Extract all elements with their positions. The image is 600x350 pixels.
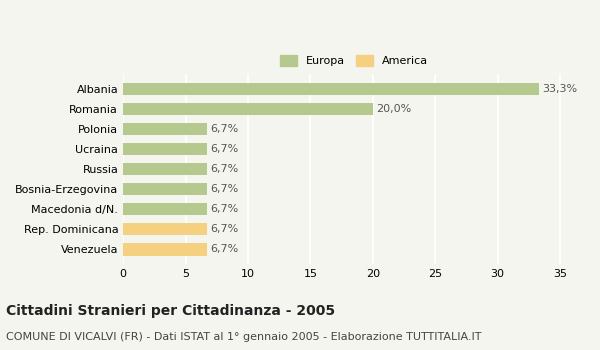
Text: COMUNE DI VICALVI (FR) - Dati ISTAT al 1° gennaio 2005 - Elaborazione TUTTITALIA: COMUNE DI VICALVI (FR) - Dati ISTAT al 1… [6, 332, 482, 343]
Bar [123, 143, 207, 155]
Text: 6,7%: 6,7% [211, 164, 239, 174]
Bar [123, 223, 207, 236]
Text: 6,7%: 6,7% [211, 245, 239, 254]
Text: 20,0%: 20,0% [377, 104, 412, 114]
Bar [123, 163, 207, 175]
Text: 6,7%: 6,7% [211, 144, 239, 154]
Text: 6,7%: 6,7% [211, 124, 239, 134]
Legend: Europa, America: Europa, America [277, 51, 431, 70]
Bar [123, 203, 207, 215]
Text: 6,7%: 6,7% [211, 204, 239, 214]
Bar [123, 244, 207, 256]
Bar [123, 123, 207, 135]
Bar [123, 83, 539, 95]
Bar [123, 103, 373, 115]
Text: 6,7%: 6,7% [211, 224, 239, 234]
Text: Cittadini Stranieri per Cittadinanza - 2005: Cittadini Stranieri per Cittadinanza - 2… [6, 304, 335, 318]
Text: 6,7%: 6,7% [211, 184, 239, 194]
Bar [123, 183, 207, 195]
Text: 33,3%: 33,3% [542, 84, 578, 94]
